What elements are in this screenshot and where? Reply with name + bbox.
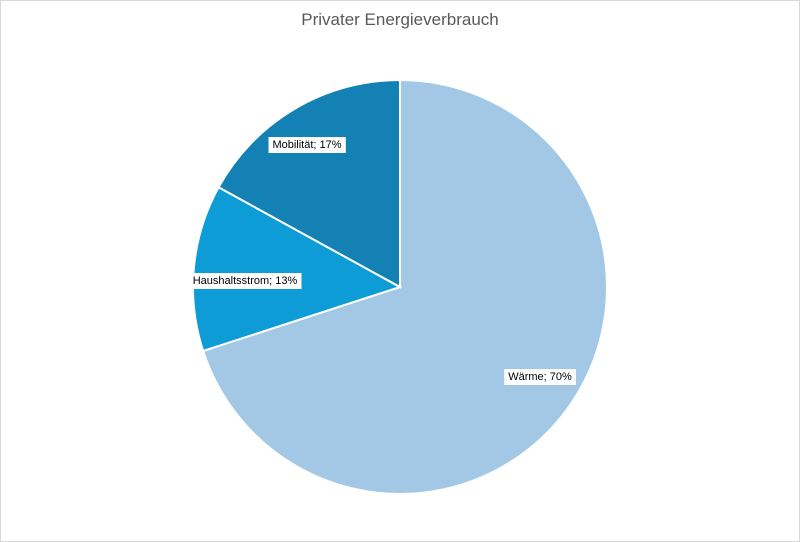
pie-slice-wärme xyxy=(201,78,608,495)
data-label-text: Wärme; 70% xyxy=(508,371,572,383)
data-labels: Wärme; 70% Haushaltsstrom; 13% Mobilität; … xyxy=(188,137,576,385)
chart-title: Privater Energieverbrauch xyxy=(301,10,499,29)
data-label-wärme: Wärme; 70% xyxy=(504,369,576,385)
data-label-text: Mobilität; 17% xyxy=(272,139,341,151)
data-label-box xyxy=(268,137,346,153)
pie-slices xyxy=(192,78,608,495)
pie-slice-mobilität xyxy=(217,78,401,289)
data-label-mobilität: Mobilität; 17% xyxy=(268,137,346,153)
data-label-text: Haushaltsstrom; 13% xyxy=(193,275,298,287)
data-label-box xyxy=(504,369,576,385)
pie-slice-haushaltsstrom xyxy=(192,185,403,353)
data-label-haushaltsstrom: Haushaltsstrom; 13% xyxy=(188,273,302,289)
data-label-box xyxy=(188,273,302,289)
